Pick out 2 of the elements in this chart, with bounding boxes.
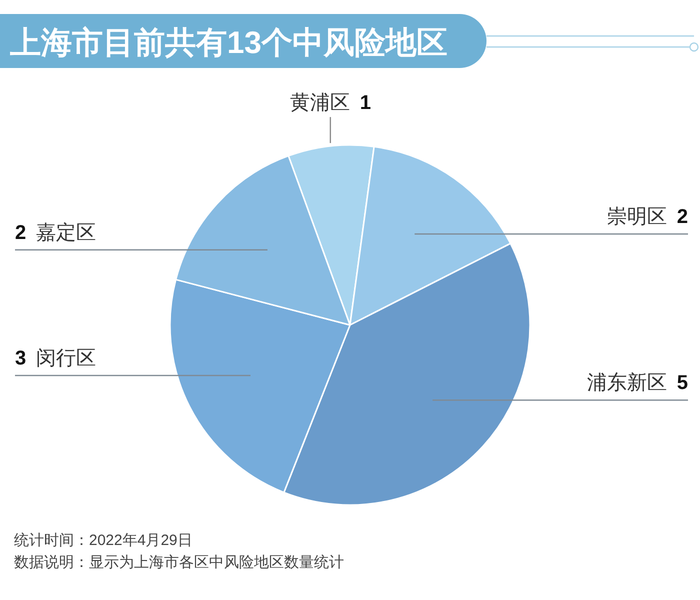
title: 上海市目前共有13个中风险地区 — [0, 14, 486, 68]
chart-title: 上海市目前共有13个中风险地区 — [9, 25, 448, 60]
